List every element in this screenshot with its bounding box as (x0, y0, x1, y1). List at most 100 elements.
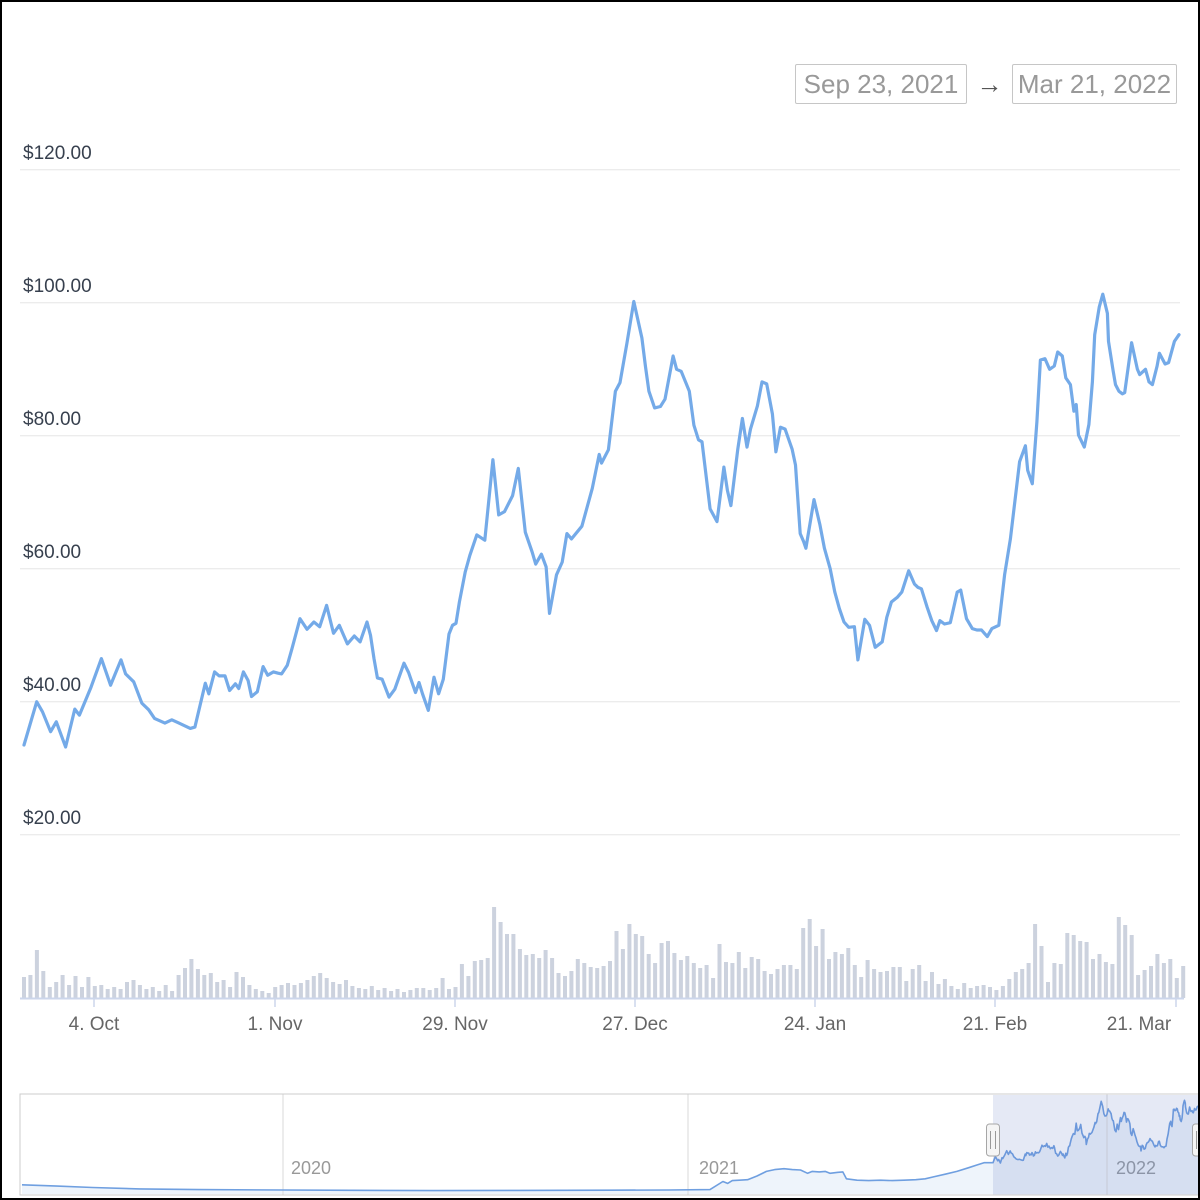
volume-bar (337, 984, 342, 998)
volume-bar (253, 989, 258, 998)
volume-bar (1071, 935, 1076, 998)
navigator-selected-range[interactable] (993, 1095, 1199, 1195)
volume-bar (1000, 986, 1005, 998)
volume-bar (1142, 970, 1147, 998)
volume-bar (614, 931, 619, 998)
volume-bar (865, 960, 870, 998)
volume-bar (859, 977, 864, 998)
volume-bar (427, 990, 432, 998)
volume-bar (247, 985, 252, 998)
date-range-to-input[interactable]: Mar 21, 2022 (1012, 64, 1177, 104)
volume-bar (633, 934, 638, 998)
volume-bar (827, 959, 831, 998)
volume-bar (891, 967, 896, 998)
volume-bar (678, 960, 683, 998)
volume-bar (1174, 978, 1179, 998)
volume-bar (505, 934, 509, 998)
volume-bar (466, 976, 471, 998)
y-axis-label-100: $100.00 (23, 275, 92, 297)
volume-bar (640, 936, 645, 998)
volume-bar (1103, 962, 1108, 998)
navigator-outline (19, 1093, 1198, 1196)
navigator-left-handle-grip-box[interactable] (986, 1123, 1000, 1157)
volume-bar (1084, 942, 1089, 998)
volume-bar (150, 987, 155, 998)
volume-bar (279, 985, 284, 998)
volume-bar (215, 982, 220, 998)
volume-bar (1149, 966, 1153, 998)
volume-bar (530, 954, 535, 998)
volume-bar (749, 957, 754, 998)
volume-bar (92, 986, 97, 998)
volume-bar (1039, 946, 1044, 998)
navigator-year-label-2022: 2022 (1116, 1158, 1156, 1179)
volume-bar (28, 975, 33, 998)
volume-bar (833, 952, 838, 998)
volume-bar (1065, 933, 1070, 998)
volume-bar (389, 991, 394, 998)
volume-bar (524, 955, 529, 998)
volume-bar (543, 950, 548, 998)
volume-bar (569, 971, 574, 998)
x-axis-label-6: 21. Mar (1106, 1014, 1172, 1035)
volume-bar (756, 959, 761, 998)
volume-bar (556, 973, 561, 998)
y-axis-label-60: $60.00 (23, 541, 82, 563)
date-range-from-input[interactable]: Sep 23, 2021 (795, 64, 967, 104)
volume-bar (820, 929, 825, 998)
volume-bar (1058, 964, 1063, 998)
volume-bar (440, 978, 445, 998)
navigator-left-handle[interactable] (986, 1123, 1000, 1157)
volume-bar (105, 989, 110, 998)
volume-bar (363, 989, 368, 998)
volume-bar (968, 988, 973, 998)
y-axis-label-120: $120.00 (23, 142, 92, 164)
volume-bar (86, 977, 91, 998)
volume-bar (137, 985, 142, 998)
volume-bar (395, 989, 400, 998)
volume-bar (730, 963, 735, 998)
volume-bar (691, 963, 696, 998)
volume-bar (988, 987, 992, 998)
volume-bar (781, 965, 786, 998)
volume-bar (659, 943, 664, 998)
volume-bar (498, 922, 503, 998)
volume-bar (479, 960, 484, 998)
volume-bar (923, 981, 928, 998)
volume-bar (1026, 963, 1031, 998)
volume-bar (588, 967, 593, 998)
volume-bar (99, 985, 104, 998)
y-axis-label-40: $40.00 (23, 674, 82, 696)
volume-bar (144, 989, 149, 998)
volume-bar (41, 971, 46, 998)
volume-bar (195, 969, 200, 998)
volume-bar (1110, 964, 1115, 998)
x-axis-label-1: 1. Nov (247, 1014, 303, 1035)
volume-bar (34, 950, 39, 998)
volume-bar (885, 971, 889, 998)
volume-bar (582, 963, 587, 998)
volume-bar (234, 972, 239, 998)
volume-bar (221, 980, 226, 998)
volume-bar (981, 985, 986, 998)
volume-bar (414, 988, 419, 998)
volume-bar (485, 958, 490, 998)
volume-bar (994, 990, 999, 998)
volume-bar (653, 963, 658, 998)
volume-bar (794, 969, 799, 998)
x-axis-label-3: 27. Dec (602, 1014, 668, 1035)
volume-bar (620, 949, 625, 998)
volume-bar (1033, 924, 1038, 998)
volume-bar (814, 946, 819, 998)
volume-bar (1078, 941, 1083, 998)
volume-bar (1116, 917, 1121, 998)
volume-bar (350, 986, 355, 998)
volume-bar (917, 965, 922, 998)
volume-bar (872, 969, 877, 998)
volume-bar (54, 982, 59, 998)
volume-bar (1046, 982, 1050, 998)
navigator-right-handle[interactable] (1192, 1123, 1200, 1157)
volume-bar (949, 986, 954, 998)
